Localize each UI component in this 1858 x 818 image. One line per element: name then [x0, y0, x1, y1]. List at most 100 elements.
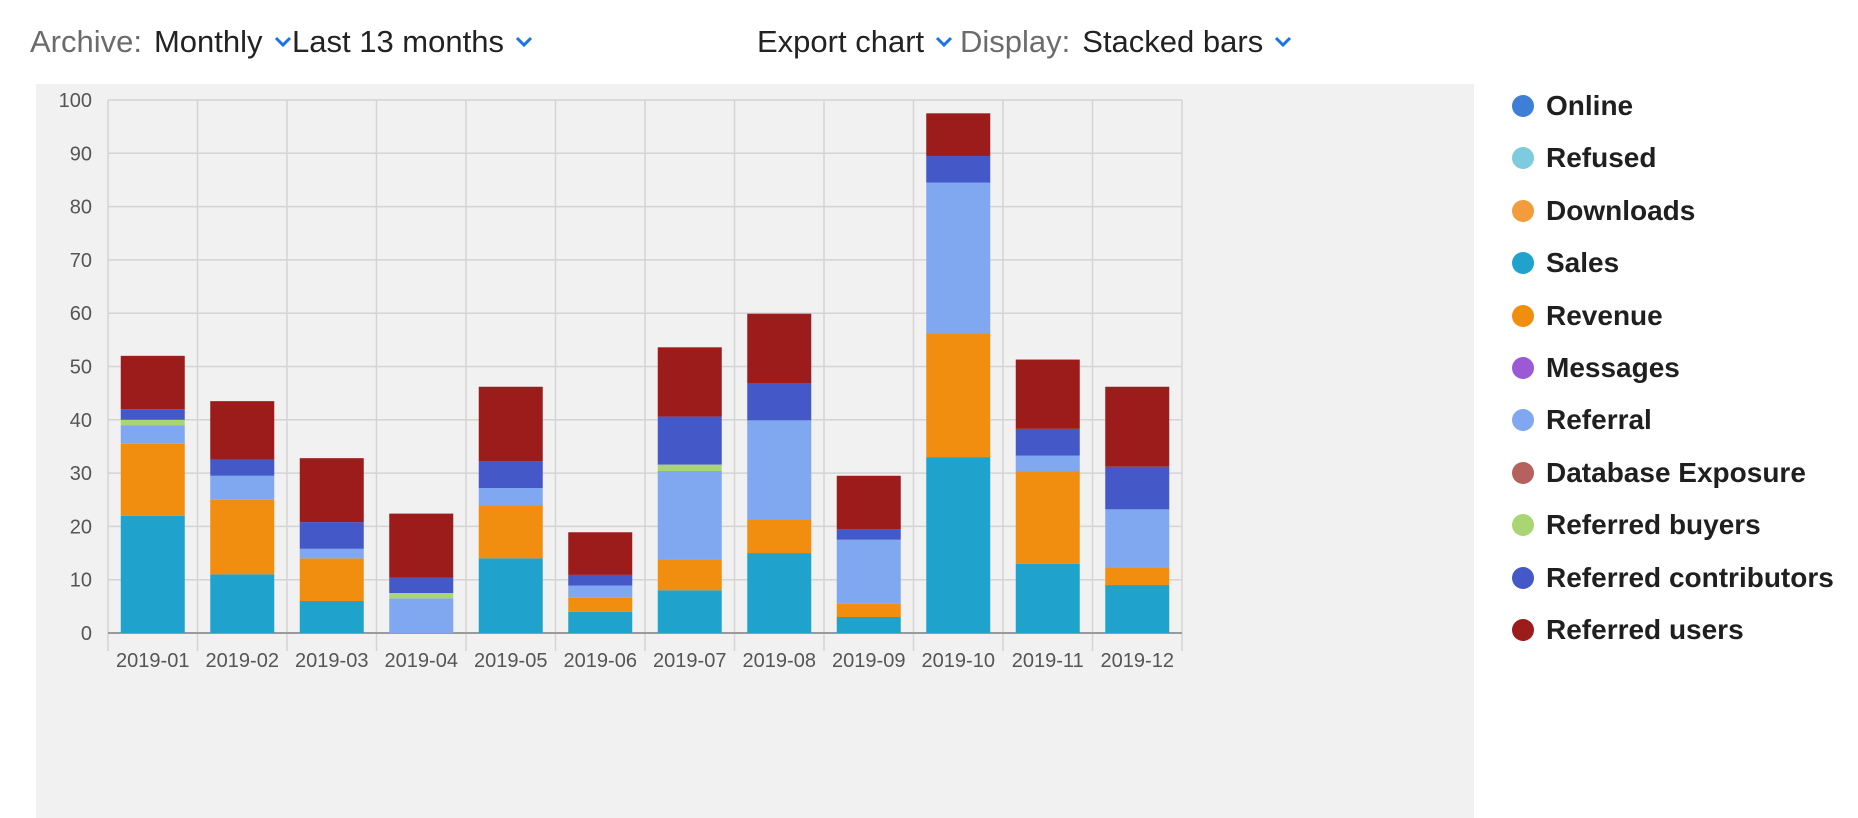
bar-segment-revenue [120, 443, 185, 516]
bar-segment-sales [657, 590, 722, 633]
legend-item-referral[interactable]: Referral [1506, 400, 1652, 440]
bar-segment-referred-contributors [210, 459, 275, 476]
date-range-dropdown[interactable]: Last 13 months [292, 22, 534, 62]
bar-segment-referred-users [926, 113, 991, 156]
bar-segment-revenue [747, 520, 812, 554]
legend-item-refused[interactable]: Refused [1506, 138, 1656, 178]
bar-segment-referred-contributors [120, 409, 185, 420]
x-tick-label: 2019-08 [743, 650, 816, 672]
chevron-down-icon [934, 35, 954, 49]
legend-item-revenue[interactable]: Revenue [1506, 296, 1663, 336]
bar-segment-referral [926, 182, 991, 334]
legend-dot-icon [1512, 619, 1534, 641]
x-tick-label: 2019-07 [653, 650, 726, 672]
bar-segment-revenue [1105, 567, 1170, 586]
stacked-bar-chart: 0 10 20 30 40 50 60 70 80 90 100 2019-01 2019-02 2019… [59, 90, 1183, 672]
bar-segment-revenue [926, 333, 991, 458]
y-tick-label: 0 [81, 623, 92, 645]
legend-label: Online [1546, 90, 1634, 121]
legend-label: Refused [1546, 142, 1657, 174]
x-tick-label: 2019-01 [116, 650, 189, 672]
bar-segment-referred-users [1105, 386, 1170, 467]
archive-label: Archive: [30, 24, 142, 59]
y-tick-label: 70 [70, 250, 92, 272]
legend-dot-icon [1512, 252, 1534, 275]
y-tick-label: 10 [70, 570, 92, 592]
bar-segment-revenue [299, 558, 364, 602]
legend-dot-icon [1512, 514, 1534, 537]
bar-segment-referral [836, 539, 901, 604]
x-tick-label: 2019-11 [1012, 650, 1084, 672]
bar-segment-sales [836, 617, 901, 633]
export-chart-dropdown[interactable]: Export chart [757, 22, 954, 62]
x-tick-label: 2019-06 [564, 650, 637, 672]
y-tick-label: 80 [70, 197, 92, 219]
bar-segment-referred-users [836, 475, 901, 530]
bar-segment-referred-users [657, 347, 722, 417]
legend-dot-icon [1512, 461, 1534, 484]
bar-segment-referral [478, 488, 543, 506]
x-tick-label: 2019-09 [832, 650, 905, 672]
display-dropdown[interactable]: Display: Stacked bars [960, 22, 1293, 62]
bar-segment-referred-contributors [926, 155, 991, 183]
bar-segment-referral [657, 470, 722, 560]
chevron-down-icon [514, 35, 534, 49]
legend-item-online[interactable]: Online [1506, 86, 1633, 126]
legend-dot-icon [1512, 357, 1534, 379]
legend-item-messages[interactable]: Messages [1506, 348, 1680, 388]
legend-item-database-exposure[interactable]: Database Exposure [1506, 453, 1806, 493]
legend-dot-icon [1512, 147, 1534, 170]
bar-segment-referred-contributors [747, 383, 812, 421]
y-tick-label: 30 [70, 463, 92, 485]
bar-segment-referred-users [299, 458, 364, 523]
x-tick-label: 2019-12 [1101, 650, 1174, 672]
legend-dot-icon [1512, 199, 1534, 222]
archive-value: Monthly [153, 24, 263, 59]
x-tick-label: 2019-10 [922, 650, 995, 672]
bar-segment-referred-users [389, 513, 454, 578]
bar-segment-referred-contributors [836, 529, 901, 540]
legend-label: Messages [1546, 352, 1680, 383]
bar-segment-referred-contributors [389, 577, 454, 594]
bar-segment-referral [120, 425, 185, 444]
legend-label: Referral [1546, 404, 1652, 436]
y-tick-label: 20 [70, 516, 92, 538]
bar-segment-referred-contributors [1105, 466, 1170, 510]
legend-item-referred-buyers[interactable]: Referred buyers [1506, 505, 1761, 545]
bar-segment-sales [1105, 585, 1170, 633]
bar-segment-referral [1015, 455, 1080, 472]
legend-item-referred-users[interactable]: Referred users [1506, 610, 1744, 650]
bar-segment-referred-users [478, 386, 543, 462]
bar-segment-revenue [568, 597, 633, 612]
bar-segment-referral [747, 420, 812, 521]
legend-item-referred-contributors[interactable]: Referred contributors [1506, 558, 1834, 598]
bar-segment-referred-buyers [657, 464, 722, 471]
bar-segment-revenue [478, 505, 543, 559]
bar-segment-revenue [210, 499, 275, 575]
bar-segment-referred-contributors [478, 461, 543, 489]
export-chart-value: Export chart [757, 24, 925, 59]
bar-segment-sales [299, 601, 364, 633]
bar-segment-revenue [657, 559, 722, 591]
bar-segment-referred-users [1015, 359, 1080, 429]
bar-segment-sales [926, 457, 991, 633]
legend-label: Referred users [1546, 614, 1744, 645]
y-tick-label: 60 [70, 303, 92, 325]
y-tick-label: 90 [70, 143, 92, 165]
x-tick-label: 2019-04 [385, 650, 458, 672]
legend-label: Revenue [1546, 299, 1663, 331]
legend-item-downloads[interactable]: Downloads [1506, 191, 1695, 231]
bar-segment-referred-users [568, 532, 633, 575]
y-tick-label: 50 [70, 357, 92, 379]
chevron-down-icon [273, 35, 293, 49]
bar-segment-referred-users [120, 355, 185, 410]
bar-segment-sales [120, 515, 185, 633]
legend-item-sales[interactable]: Sales [1506, 243, 1619, 283]
bar-segment-sales [478, 558, 543, 633]
bar-segment-referral [299, 548, 364, 559]
legend-dot-icon [1512, 304, 1534, 327]
legend-label: Sales [1546, 247, 1620, 279]
legend-label: Referred contributors [1546, 561, 1834, 593]
archive-dropdown[interactable]: Archive: Monthly [30, 22, 293, 62]
bar-segment-referral [389, 598, 454, 633]
